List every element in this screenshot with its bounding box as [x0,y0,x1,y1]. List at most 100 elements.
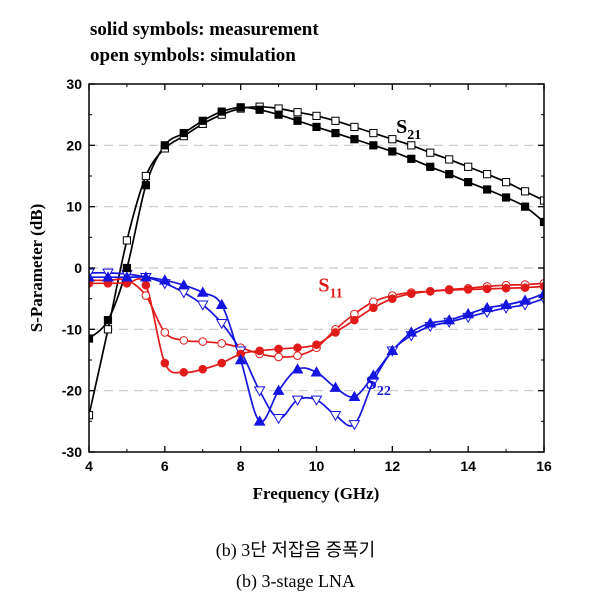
data-point-s21-simulation [388,135,397,144]
data-point-s21-measurement [312,122,321,132]
y-tick-label: 30 [66,76,82,92]
data-point-s11-simulation [141,291,151,300]
data-point-s21-simulation [539,196,544,205]
data-point-s11-measurement [501,283,511,293]
data-point-s22-measurement [405,326,418,337]
series-label-s11: S11 [318,274,342,301]
y-tick-label: -20 [62,383,82,399]
data-point-s21-measurement [160,141,169,150]
data-point-s11-measurement [141,280,151,290]
data-point-s21-simulation [520,187,530,196]
data-point-s11-measurement [388,294,397,303]
data-point-s11-measurement [312,340,321,349]
data-point-s21-measurement [236,103,245,112]
series-line-s11-measurement [89,278,544,374]
data-point-s21-simulation [312,111,321,120]
series-label-subscript: 11 [330,286,343,301]
data-point-s21-measurement [331,128,340,138]
data-point-s11-measurement [444,285,454,295]
data-point-s22-measurement [177,279,190,290]
data-point-s22-simulation [310,395,323,406]
data-point-s22-measurement [386,344,399,356]
x-tick-label: 4 [85,458,93,474]
data-point-s21-simulation [350,122,359,132]
y-tick-label: 0 [74,260,82,276]
y-tick-label: 10 [66,199,82,215]
series-label-subscript: 21 [407,128,421,143]
series-label-base: S [366,372,377,394]
data-point-s22-simulation [196,300,209,311]
data-point-s11-simulation [217,339,227,348]
data-point-s21-measurement [520,202,530,211]
data-point-s22-simulation [253,386,266,397]
data-point-s22-measurement [424,317,437,328]
data-point-s22-measurement [519,294,531,305]
series-line-s21-measurement [89,106,544,340]
data-point-s21-measurement [217,107,226,116]
axis-layer: -30 -20 -10 0 10 20 30 4 6 8 10 12 14 16 [62,76,552,474]
data-point-s22-simulation [177,288,190,299]
data-point-s11-simulation [160,328,170,337]
x-tick-label: 14 [460,458,476,474]
data-point-s21-measurement [464,178,473,187]
data-point-s22-measurement [367,369,380,380]
series-label-s21: S21 [396,116,421,143]
data-point-s21-simulation [407,141,416,150]
data-point-s22-measurement [121,271,133,282]
data-point-s11-measurement [406,289,416,299]
data-point-s11-measurement [482,284,492,294]
grid-layer [89,144,544,392]
data-point-s21-simulation [464,162,473,171]
data-point-s21-measurement [539,217,544,227]
data-point-s21-simulation [445,155,454,164]
data-point-s21-simulation [141,171,150,181]
data-point-s11-measurement [369,303,378,313]
x-tick-label: 6 [161,458,169,474]
data-point-s22-measurement [102,271,114,282]
data-point-s22-simulation [215,318,228,330]
x-tick-label: 8 [237,458,245,474]
legend-note-measurement: solid symbols: measurement [90,19,319,40]
series-label-base: S [318,274,329,296]
data-point-s22-measurement [196,286,209,297]
data-point-s22-measurement [158,274,171,285]
data-point-s22-simulation [329,410,342,422]
data-point-s11-measurement [274,344,283,354]
data-point-s21-measurement [501,193,511,202]
data-point-s11-measurement [160,358,170,368]
marker-layer [89,102,544,431]
data-point-s11-measurement [217,358,227,368]
data-point-s21-simulation [426,148,435,157]
data-point-s11-measurement [255,346,264,356]
data-point-s11-measurement [331,328,340,337]
caption-korean: (b) 3단 저잡음 증폭기 [215,540,376,560]
data-point-s11-measurement [425,287,435,296]
data-point-s11-simulation [274,352,283,362]
data-point-s21-simulation [369,128,378,138]
data-point-s22-simulation [272,414,285,425]
x-tick-label: 12 [385,458,401,474]
data-point-s11-measurement [350,315,359,325]
data-point-s22-measurement [140,271,152,282]
data-point-s22-simulation [291,395,304,406]
data-point-s22-measurement [215,298,228,310]
caption-english: (b) 3-stage LNA [236,571,355,591]
series-label-base: S [396,116,407,138]
y-axis-label: S-Parameter (dB) [27,204,46,333]
data-point-s22-measurement [89,271,95,282]
data-point-s22-measurement [538,287,544,299]
data-point-s11-measurement [463,285,473,294]
data-point-s11-measurement [293,343,302,353]
data-point-s22-measurement [348,390,361,402]
data-point-s22-measurement [291,363,304,374]
data-point-s22-measurement [443,314,456,325]
y-tick-label: -10 [62,321,82,337]
data-point-s21-measurement [274,110,283,119]
x-tick-label: 16 [536,458,552,474]
data-point-s22-measurement [329,381,342,392]
data-point-s11-measurement [198,364,208,374]
data-point-s11-measurement [520,283,530,292]
series-label-subscript: 22 [377,384,391,399]
data-point-s21-measurement [369,141,378,150]
